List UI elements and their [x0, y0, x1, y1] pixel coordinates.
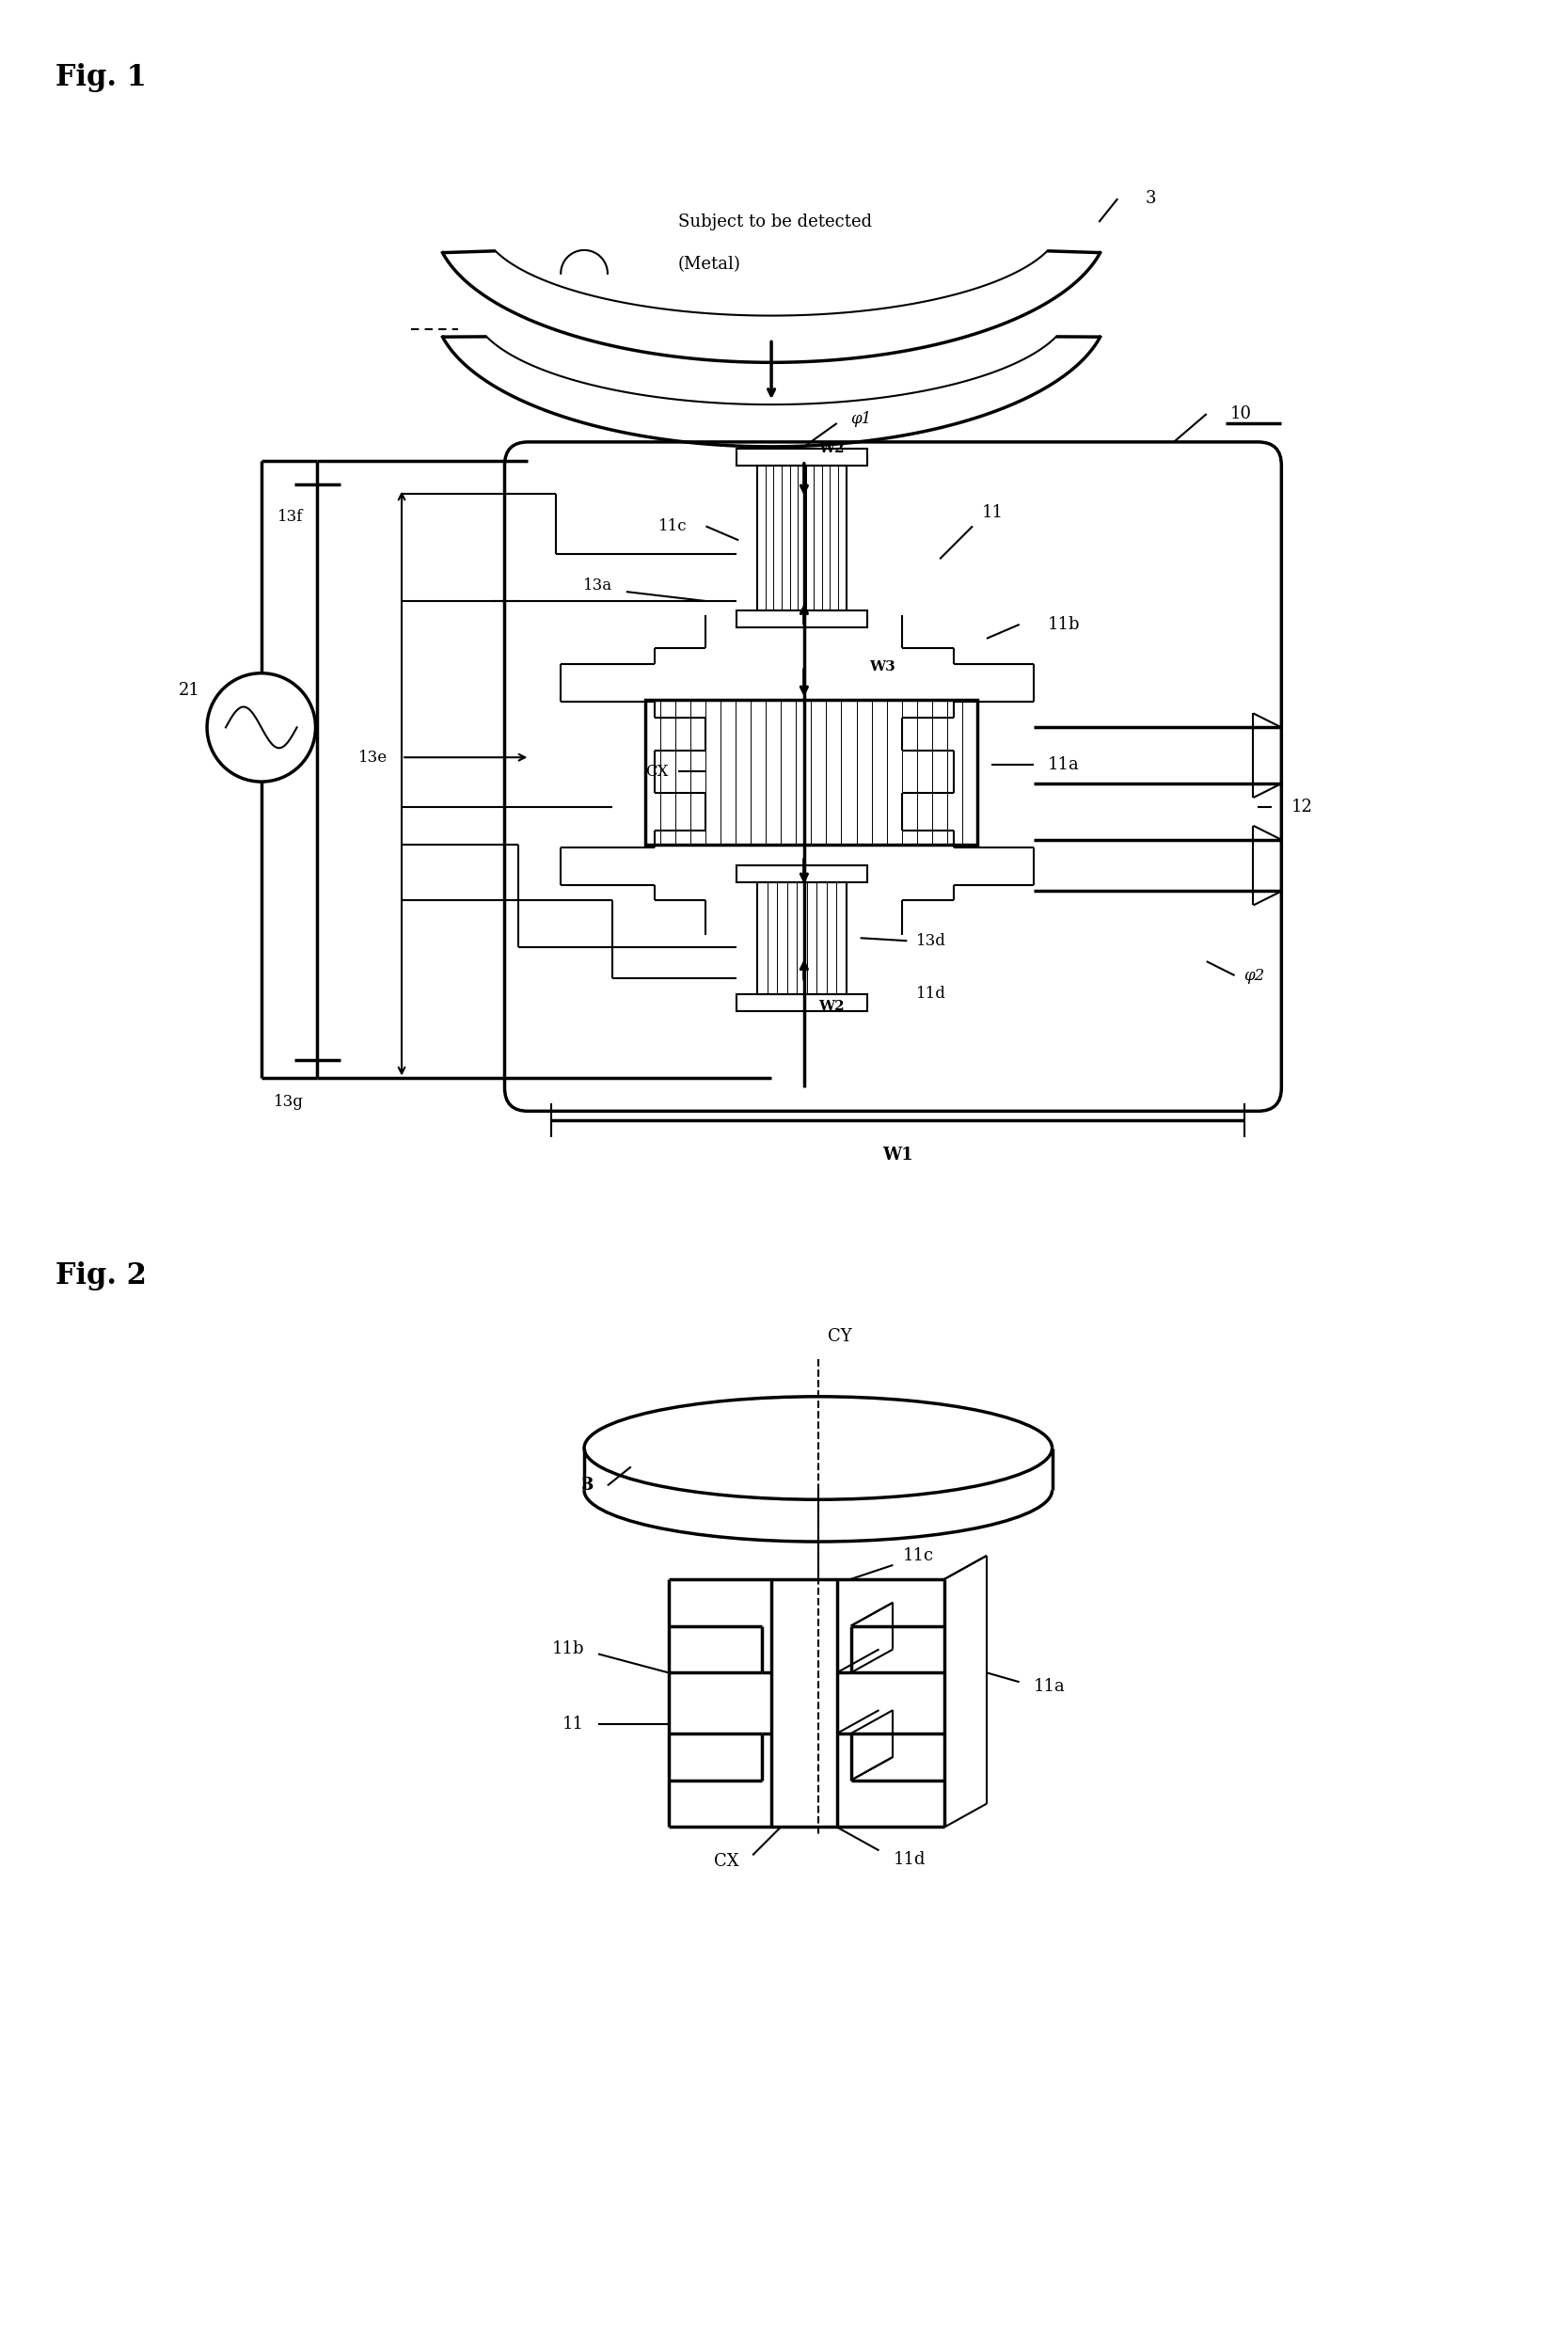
Text: 11c: 11c [903, 1546, 933, 1565]
Text: 11b: 11b [552, 1640, 585, 1659]
Text: 11: 11 [563, 1715, 585, 1731]
Text: 13g: 13g [273, 1094, 304, 1111]
Text: W1: W1 [883, 1146, 913, 1164]
Text: CY: CY [828, 1328, 851, 1345]
Text: φ2: φ2 [1243, 968, 1265, 984]
Text: 13a: 13a [583, 576, 612, 593]
Text: Subject to be detected: Subject to be detected [677, 213, 872, 230]
Bar [737, 865, 867, 881]
Text: 11c: 11c [659, 518, 687, 534]
Bar [757, 466, 847, 612]
Text: Fig. 2: Fig. 2 [55, 1261, 146, 1291]
Text: 13e: 13e [359, 750, 387, 766]
Text: 12: 12 [1290, 799, 1312, 815]
Text: 11a: 11a [1047, 757, 1079, 773]
Text: 11a: 11a [1033, 1678, 1065, 1696]
Text: 3: 3 [580, 1476, 594, 1495]
Text: 3: 3 [1146, 190, 1157, 206]
Bar [737, 993, 867, 1010]
Bar [737, 448, 867, 466]
Text: 11: 11 [982, 504, 1004, 520]
Text: 13f: 13f [278, 508, 304, 525]
Text: W2: W2 [818, 1000, 844, 1012]
Text: 11d: 11d [894, 1851, 925, 1867]
Text: 10: 10 [1229, 405, 1251, 422]
Bar [644, 698, 977, 843]
Text: φ1: φ1 [851, 410, 872, 426]
Text: CX: CX [713, 1853, 739, 1870]
Text: 11d: 11d [916, 986, 947, 1003]
Text: (Metal): (Metal) [677, 255, 740, 272]
Text: CX: CX [646, 764, 668, 780]
Text: 21: 21 [179, 682, 201, 698]
Text: 13d: 13d [916, 933, 947, 949]
Text: 11b: 11b [1047, 616, 1080, 633]
FancyBboxPatch shape [505, 443, 1281, 1111]
Text: W2: W2 [818, 443, 844, 455]
Bar [757, 881, 847, 993]
Bar [737, 612, 867, 628]
Text: W3: W3 [870, 661, 895, 672]
Text: Fig. 1: Fig. 1 [55, 63, 146, 91]
